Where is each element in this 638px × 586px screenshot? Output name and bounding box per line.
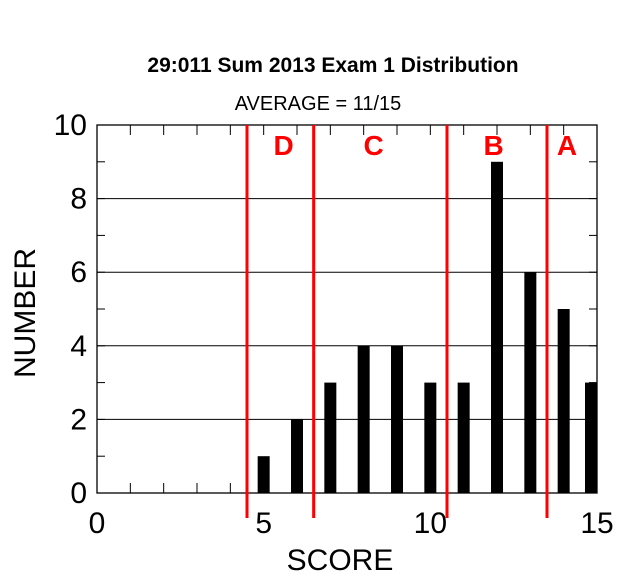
bar-score-11: [457, 382, 470, 493]
bar-score-8: [357, 345, 370, 493]
plot-frame: [96, 124, 598, 494]
bar-score-5: [257, 456, 270, 493]
bar-score-9: [391, 345, 403, 493]
grade-label-a: A: [557, 130, 577, 161]
y-tick-label-8: 8: [70, 183, 87, 216]
x-tick-label-0: 0: [89, 507, 106, 540]
y-tick-label-4: 4: [70, 330, 87, 363]
bar-score-12: [491, 161, 503, 494]
y-tick-label-10: 10: [54, 109, 87, 142]
grade-label-c: C: [364, 130, 384, 161]
bar-score-14: [557, 309, 570, 493]
x-tick-label-15: 15: [580, 507, 613, 540]
bar-score-7: [324, 382, 337, 493]
chart-title: 29:011 Sum 2013 Exam 1 Distribution: [147, 54, 518, 77]
grade-label-d: D: [274, 130, 294, 161]
y-tick-label-2: 2: [70, 403, 87, 436]
chart-subtitle: AVERAGE = 11/15: [235, 93, 402, 115]
bar-score-10: [424, 382, 437, 493]
x-tick-label-10: 10: [414, 507, 447, 540]
y-tick-label-6: 6: [70, 256, 87, 289]
grade-label-b: B: [484, 130, 504, 161]
y-tick-label-0: 0: [70, 477, 87, 510]
bar-score-15: [585, 382, 597, 493]
bar-score-6: [291, 419, 303, 493]
plot-area: 0 5 10 15 0 2 4 6 8 10 D C B A: [54, 109, 614, 540]
x-tick-label-5: 5: [255, 507, 272, 540]
bar-score-13: [524, 272, 537, 493]
y-axis-label: NUMBER: [9, 248, 42, 378]
x-axis-label: SCORE: [287, 544, 394, 577]
